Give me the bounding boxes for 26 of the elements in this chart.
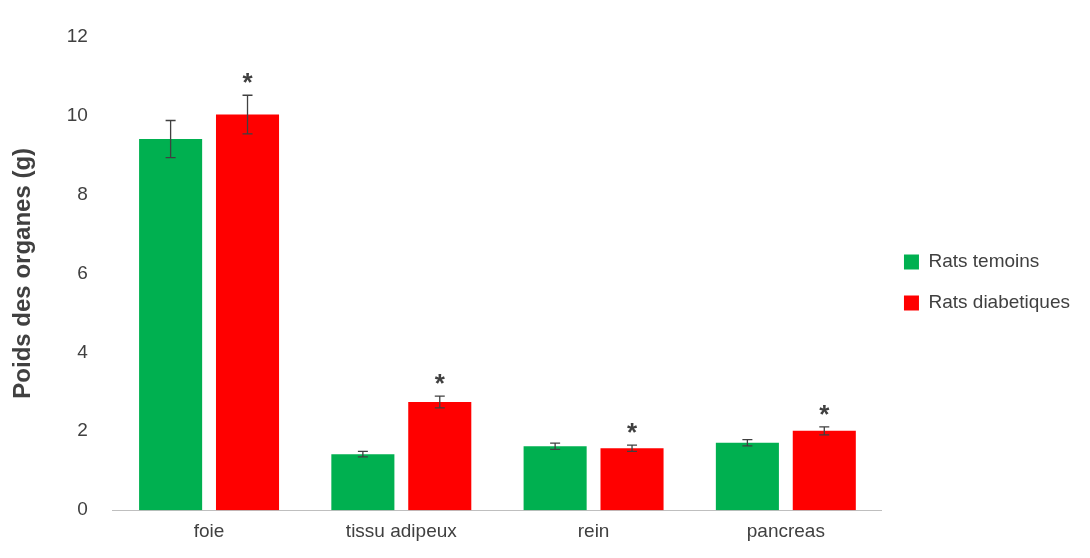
y-axis-title: Poids des organes (g) <box>8 147 36 399</box>
annotation: * <box>242 67 254 98</box>
bar <box>792 430 856 511</box>
x-tick-label: foie <box>193 519 225 541</box>
legend-label: Rats diabetiques <box>928 291 1071 313</box>
y-tick-label: 0 <box>77 498 88 520</box>
y-tick-label: 10 <box>66 103 88 125</box>
x-tick-label: rein <box>577 519 610 541</box>
annotation: * <box>819 399 831 430</box>
annotation: * <box>434 368 446 399</box>
bar <box>600 448 664 511</box>
y-tick-label: 8 <box>77 182 88 204</box>
legend-label: Rats temoins <box>928 250 1040 272</box>
y-tick-label: 2 <box>77 419 88 441</box>
y-tick-label: 4 <box>77 340 89 362</box>
x-tick-label: pancreas <box>746 519 825 541</box>
bar <box>139 139 203 511</box>
bar <box>215 114 280 511</box>
bar <box>715 442 779 511</box>
annotation: * <box>626 417 638 448</box>
y-tick-label: 6 <box>77 261 88 283</box>
bar <box>408 402 472 511</box>
bar <box>331 454 395 511</box>
x-tick-label: tissu adipeux <box>345 519 458 541</box>
bar <box>523 446 587 511</box>
y-tick-label: 12 <box>66 24 88 46</box>
